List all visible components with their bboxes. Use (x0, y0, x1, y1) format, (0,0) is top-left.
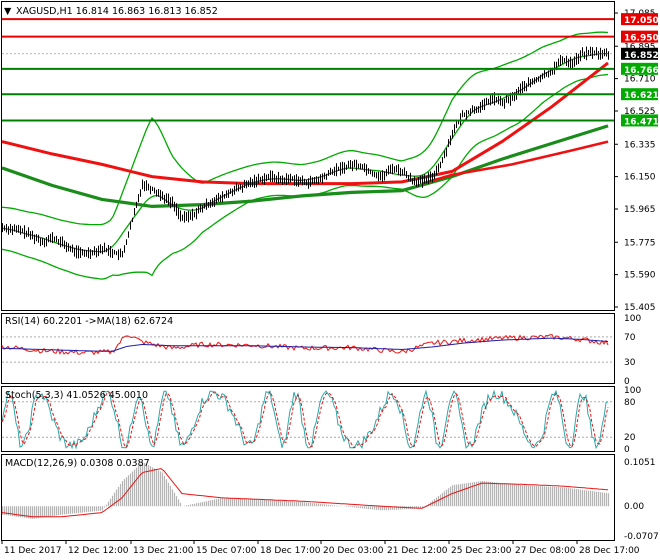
rsi-label: RSI(14) 60.2201 ->MA(18) 62.6724 (5, 316, 173, 327)
level-tag (621, 30, 658, 43)
time-tick-label: 28 Dec 17:00 (579, 546, 640, 556)
current-price-value: 16.852 (624, 51, 659, 61)
ma-green-line (2, 124, 609, 209)
level-tag (621, 114, 658, 127)
rsi-tick-label: 30 (624, 358, 636, 368)
price-tick-label: 16.150 (624, 173, 656, 183)
level-value: 16.621 (624, 91, 659, 101)
macd-tick-label: 0.1051 (624, 458, 656, 468)
stoch-tick-label: 100 (624, 386, 641, 396)
time-tick-label: 11 Dec 2017 (4, 546, 62, 556)
macd-tick-label: 0.00 (624, 502, 644, 512)
stoch-main-line (1, 389, 609, 450)
price-tick-label: 15.965 (624, 205, 656, 215)
level-value: 16.471 (624, 117, 659, 127)
price-bars (2, 46, 609, 261)
level-value: 16.766 (624, 66, 659, 76)
rsi-ma-line (1, 337, 609, 352)
rsi-tick-label: 100 (624, 314, 641, 324)
ma-red-slow-line (421, 140, 609, 185)
stoch-tick-label: 20 (624, 433, 636, 443)
rsi-line (1, 334, 609, 356)
macd-label: MACD(12,26,9) 0.0308 0.0387 (5, 458, 150, 469)
macd-tick-label: -0.0707 (624, 532, 659, 542)
chart-header: XAGUSD,H1 16.814 16.863 16.813 16.852 (16, 6, 218, 17)
time-tick-label: 20 Dec 03:00 (323, 546, 384, 556)
price-tick-label: 16.710 (624, 75, 656, 85)
rsi-tick-label: 70 (624, 333, 636, 343)
stoch-tick-label: 0 (624, 445, 630, 455)
stochastic-axis: 100 80 20 0 (624, 386, 641, 455)
stochastic-pane[interactable]: Stoch(5,3,3) 41.0526 45.0010 100 80 20 0 (1, 386, 642, 455)
price-tick-label: 15.590 (624, 271, 656, 281)
triangle-down-icon[interactable]: ▼ (4, 6, 12, 17)
price-tick-label: 16.335 (624, 140, 656, 150)
time-axis: 11 Dec 2017 12 Dec 12:00 13 Dec 21:00 15 De… (1, 540, 640, 556)
stochastic-label: Stoch(5,3,3) 41.0526 45.0010 (5, 390, 148, 401)
price-tick-label: 15.775 (624, 238, 656, 248)
current-price-tag (621, 47, 658, 60)
price-pane[interactable]: ▼ XAGUSD,H1 16.814 16.863 16.813 16.852 … (1, 1, 659, 314)
macd-signal-line (1, 468, 609, 518)
macd-pane[interactable]: MACD(12,26,9) 0.0308 0.0387 0.1051 0.00 -0… (1, 454, 659, 543)
level-labels: 17.050 16.950 16.766 16.621 16.471 16.852 (621, 13, 659, 127)
stoch-tick-label: 80 (624, 398, 636, 408)
time-tick-label: 25 Dec 23:00 (451, 546, 512, 556)
level-value: 17.050 (624, 16, 659, 26)
time-tick-label: 13 Dec 21:00 (133, 546, 194, 556)
time-tick-label: 15 Dec 07:00 (196, 546, 257, 556)
rsi-axis: 100 70 30 0 (624, 314, 641, 387)
price-tick-label: 15.405 (624, 303, 656, 313)
time-tick-label: 12 Dec 12:00 (68, 546, 129, 556)
level-tag (621, 13, 658, 26)
level-value: 16.950 (624, 34, 659, 44)
rsi-pane[interactable]: RSI(14) 60.2201 ->MA(18) 62.6724 100 70 30… (1, 313, 642, 388)
macd-axis: 0.1051 0.00 -0.0707 (624, 458, 659, 542)
stoch-signal-line (1, 390, 609, 449)
time-tick-label: 27 Dec 08:00 (515, 546, 576, 556)
bollinger-upper (2, 31, 609, 226)
price-tick-label: 16.525 (624, 107, 656, 117)
rsi-tick-label: 0 (624, 377, 630, 387)
level-tag (621, 62, 658, 75)
level-tag (621, 88, 658, 101)
time-tick-label: 18 Dec 17:00 (260, 546, 321, 556)
price-tick-label: 16.895 (624, 42, 656, 52)
time-tick-label: 21 Dec 12:00 (387, 546, 448, 556)
